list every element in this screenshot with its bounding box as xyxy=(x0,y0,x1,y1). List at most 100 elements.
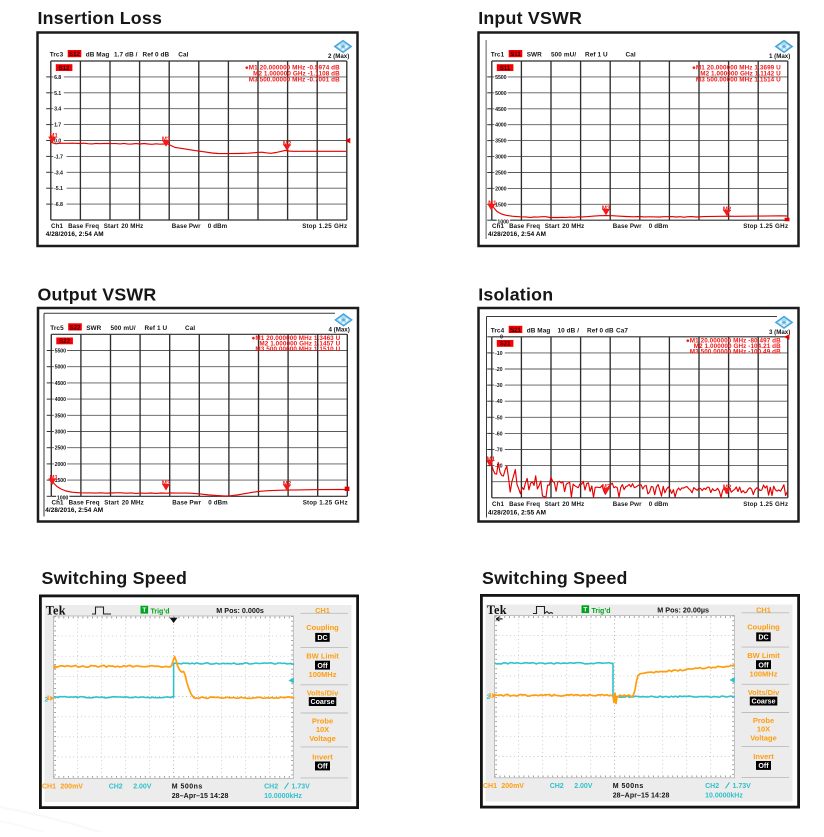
svg-text:Voltage: Voltage xyxy=(309,734,336,743)
svg-text:Cal: Cal xyxy=(185,325,195,332)
svg-text:4/28/2016, 2:54 AM: 4/28/2016, 2:54 AM xyxy=(488,231,546,238)
svg-text:Isolation: Isolation xyxy=(478,285,553,305)
svg-text:S12: S12 xyxy=(59,66,70,72)
svg-text:Switching Speed: Switching Speed xyxy=(42,568,188,588)
svg-text:Start: Start xyxy=(545,223,560,230)
svg-text:Base Pwr: Base Pwr xyxy=(613,501,642,508)
svg-text:Cal: Cal xyxy=(626,52,636,59)
svg-text:Coupling: Coupling xyxy=(747,623,780,632)
svg-text:Ref 0 dB: Ref 0 dB xyxy=(143,52,170,59)
svg-text:5000: 5000 xyxy=(495,91,507,97)
svg-text:Off: Off xyxy=(758,661,769,669)
svg-text:3500: 3500 xyxy=(495,139,507,145)
svg-text:M2 1.000000 GHz 1.1457 U: M2 1.000000 GHz 1.1457 U xyxy=(259,340,340,347)
svg-text:M3 500.00000 MHz 1.1514 U: M3 500.00000 MHz 1.1514 U xyxy=(696,76,781,83)
svg-text:Ref 0 dB: Ref 0 dB xyxy=(587,327,614,334)
svg-text:6.8: 6.8 xyxy=(54,75,61,81)
svg-text:CH1: CH1 xyxy=(42,783,56,790)
svg-text:-50: -50 xyxy=(495,415,503,421)
svg-text:0 dBm: 0 dBm xyxy=(649,223,669,230)
svg-text:20 MHz: 20 MHz xyxy=(122,499,144,506)
svg-text:2: 2 xyxy=(45,697,49,704)
svg-text:100MHz: 100MHz xyxy=(309,670,337,679)
svg-text:BW Limit: BW Limit xyxy=(306,652,339,661)
svg-text:S22: S22 xyxy=(69,325,81,332)
svg-text:1 (Max): 1 (Max) xyxy=(769,53,790,60)
svg-text:S11: S11 xyxy=(500,66,511,72)
svg-text:10X: 10X xyxy=(316,725,329,734)
svg-text:4000: 4000 xyxy=(55,397,67,403)
svg-text:M3 500.00000 MHz -0.7001 dB: M3 500.00000 MHz -0.7001 dB xyxy=(249,76,340,83)
svg-text:M1: M1 xyxy=(487,457,496,463)
svg-text:S21: S21 xyxy=(510,327,522,334)
svg-text:●M1 20.000000 MHz -0.5974 d: ●M1 20.000000 MHz -0.5974 dB xyxy=(245,64,340,71)
svg-text:SWR: SWR xyxy=(86,325,101,332)
svg-text:1.73V: 1.73V xyxy=(733,783,752,790)
svg-text:Trig’d: Trig’d xyxy=(592,608,611,615)
svg-text:10.0000kHz: 10.0000kHz xyxy=(705,793,743,800)
svg-text:20 MHz: 20 MHz xyxy=(121,223,143,230)
svg-text:0 dBm: 0 dBm xyxy=(208,499,228,506)
svg-text:S12: S12 xyxy=(69,51,81,58)
svg-text:Ref 1 U: Ref 1 U xyxy=(145,325,168,332)
svg-text:●M1 20.000000 MHz -80.497 d: ●M1 20.000000 MHz -80.497 dB xyxy=(686,338,781,345)
svg-text:2500: 2500 xyxy=(495,171,507,177)
svg-text:2.00V: 2.00V xyxy=(133,783,152,790)
svg-text:2000: 2000 xyxy=(55,462,67,468)
svg-text:CH2: CH2 xyxy=(705,783,719,790)
svg-text:BW Limit: BW Limit xyxy=(747,651,780,660)
svg-text:Start: Start xyxy=(104,223,119,230)
svg-text:500 mU/: 500 mU/ xyxy=(111,325,136,332)
svg-text:20 MHz: 20 MHz xyxy=(562,501,584,508)
svg-text:Input VSWR: Input VSWR xyxy=(478,8,582,28)
svg-text:500 mU/: 500 mU/ xyxy=(551,52,576,59)
svg-text:Ch1: Ch1 xyxy=(492,501,504,508)
svg-text:3500: 3500 xyxy=(55,413,67,419)
svg-text:Volts/Div: Volts/Div xyxy=(307,689,339,698)
svg-text:Base Pwr: Base Pwr xyxy=(172,499,201,506)
svg-text:M 500ns: M 500ns xyxy=(172,783,203,790)
svg-text:M2 1.000000 GHz -1.1108: M2 1.000000 GHz -1.1108 dB xyxy=(253,70,340,77)
svg-text:Off: Off xyxy=(758,762,769,770)
svg-text:Insertion Loss: Insertion Loss xyxy=(38,8,163,28)
svg-text:Output VSWR: Output VSWR xyxy=(38,285,157,305)
svg-text:Coarse: Coarse xyxy=(310,698,334,706)
svg-text:●M1 20.000000 MHz 1.3699 U: ●M1 20.000000 MHz 1.3699 U xyxy=(692,64,781,71)
svg-text:1.25 GHz: 1.25 GHz xyxy=(760,223,789,230)
svg-text:Ch1: Ch1 xyxy=(51,223,63,230)
svg-text:Off: Off xyxy=(317,763,328,771)
svg-text:dB Mag: dB Mag xyxy=(86,52,110,59)
svg-text:4000: 4000 xyxy=(495,123,507,129)
svg-text:Start: Start xyxy=(104,499,119,506)
svg-text:S22: S22 xyxy=(59,339,70,345)
svg-text:M2: M2 xyxy=(283,141,292,147)
svg-text:1.7: 1.7 xyxy=(54,123,61,129)
svg-text:2000: 2000 xyxy=(495,186,507,192)
svg-text:Switching Speed: Switching Speed xyxy=(482,568,628,588)
svg-text:M1: M1 xyxy=(50,475,59,481)
svg-text:Stop: Stop xyxy=(303,499,317,506)
svg-text:10X: 10X xyxy=(757,724,770,733)
svg-text:S21: S21 xyxy=(500,342,511,348)
svg-text:M Pos: 20.00µs: M Pos: 20.00µs xyxy=(657,606,709,615)
svg-text:T: T xyxy=(583,606,587,613)
svg-text:dB Mag: dB Mag xyxy=(527,327,551,334)
svg-text:3 (Max): 3 (Max) xyxy=(769,329,790,336)
svg-text:M2: M2 xyxy=(283,481,292,487)
svg-text:1.7 dB /: 1.7 dB / xyxy=(114,52,138,59)
svg-text:Voltage: Voltage xyxy=(750,733,777,742)
svg-text:2: 2 xyxy=(487,694,491,701)
svg-text:M3: M3 xyxy=(602,206,611,212)
svg-text:4/28/2016, 2:54 AM: 4/28/2016, 2:54 AM xyxy=(45,507,103,514)
svg-text:CH2: CH2 xyxy=(550,783,564,790)
svg-text:CH2: CH2 xyxy=(109,783,123,790)
svg-text:3000: 3000 xyxy=(495,155,507,161)
svg-text:-30: -30 xyxy=(495,383,503,389)
svg-text:1: 1 xyxy=(46,695,50,702)
svg-text:200mV: 200mV xyxy=(501,783,524,790)
svg-text:Invert: Invert xyxy=(753,752,774,761)
svg-text:3.4: 3.4 xyxy=(54,107,61,113)
svg-text:-6.8: -6.8 xyxy=(54,202,63,208)
svg-text:Probe: Probe xyxy=(312,716,333,725)
svg-text:28–Apr–15 14:28: 28–Apr–15 14:28 xyxy=(613,793,670,800)
